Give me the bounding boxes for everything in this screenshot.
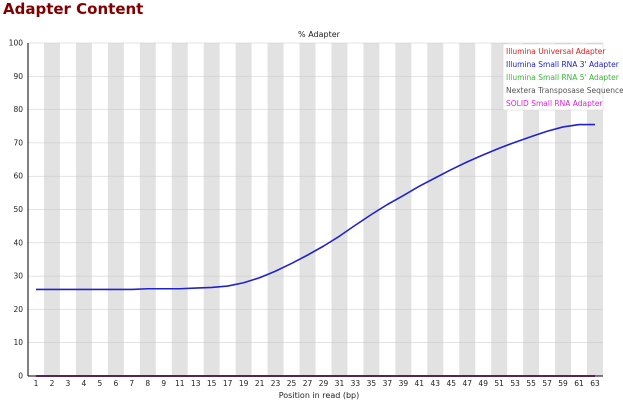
y-gridlines bbox=[28, 42, 603, 343]
y-tick-label: 90 bbox=[13, 72, 23, 81]
x-tick-label: 19 bbox=[239, 379, 249, 388]
x-tick-label: 9 bbox=[161, 379, 166, 388]
x-tick-label: 21 bbox=[255, 379, 265, 388]
x-tick-label: 43 bbox=[431, 379, 441, 388]
y-tick-label: 30 bbox=[13, 272, 23, 281]
x-tick-label: 59 bbox=[558, 379, 568, 388]
x-tick-label: 33 bbox=[351, 379, 361, 388]
x-axis-ticks: 1 2 3 4 5 6 7 8 9 11 13 15 17 19 21 23 25 27 29 31 33 35 37 39 4… bbox=[34, 379, 600, 388]
chart-title: % Adapter bbox=[298, 30, 341, 39]
x-tick-label: 41 bbox=[415, 379, 425, 388]
y-axis-ticks: 0 10 20 30 40 50 60 70 80 90 100 bbox=[9, 39, 24, 381]
x-tick-label: 61 bbox=[574, 379, 584, 388]
x-tick-label: 47 bbox=[462, 379, 472, 388]
y-tick-label: 40 bbox=[13, 238, 23, 247]
series-line-illumina-small-rna-3-adapter bbox=[35, 123, 596, 291]
x-tick-label: 15 bbox=[207, 379, 217, 388]
x-tick-label: 23 bbox=[271, 379, 281, 388]
y-tick-label: 60 bbox=[13, 172, 23, 181]
x-tick-label: 29 bbox=[319, 379, 329, 388]
x-tick-label: 39 bbox=[399, 379, 409, 388]
x-tick-label: 45 bbox=[446, 379, 456, 388]
x-tick-label: 7 bbox=[129, 379, 134, 388]
legend-box bbox=[502, 43, 604, 111]
x-tick-label: 2 bbox=[50, 379, 55, 388]
x-axis-label: Position in read (bp) bbox=[279, 391, 359, 400]
x-tick-label: 13 bbox=[191, 379, 201, 388]
x-tick-label: 25 bbox=[287, 379, 297, 388]
x-tick-label: 51 bbox=[494, 379, 504, 388]
y-tick-label: 20 bbox=[13, 305, 23, 314]
y-tick-label: 70 bbox=[13, 138, 23, 147]
y-tick-label: 80 bbox=[13, 105, 23, 114]
x-tick-label: 11 bbox=[175, 379, 185, 388]
x-tick-label: 49 bbox=[478, 379, 488, 388]
x-tick-label: 57 bbox=[542, 379, 552, 388]
legend-entry: Illumina Small RNA 3' Adapter bbox=[506, 60, 620, 69]
legend-entry: Nextera Transposase Sequence bbox=[506, 86, 623, 95]
legend: Illumina Universal Adapter Illumina Small… bbox=[502, 43, 623, 111]
axes bbox=[27, 43, 603, 377]
x-tick-label: 5 bbox=[97, 379, 102, 388]
x-tick-label: 3 bbox=[66, 379, 71, 388]
x-tick-label: 4 bbox=[82, 379, 87, 388]
x-tick-label: 55 bbox=[526, 379, 536, 388]
y-tick-label: 50 bbox=[13, 205, 23, 214]
legend-entry: SOLID Small RNA Adapter bbox=[506, 99, 603, 108]
x-tick-label: 37 bbox=[383, 379, 393, 388]
legend-entry: Illumina Small RNA 5' Adapter bbox=[506, 73, 620, 82]
x-tick-label: 31 bbox=[335, 379, 345, 388]
page-title: Adapter Content bbox=[3, 0, 144, 18]
x-tick-label: 35 bbox=[367, 379, 377, 388]
legend-entry: Illumina Universal Adapter bbox=[506, 47, 606, 56]
y-tick-label: 10 bbox=[13, 338, 23, 347]
x-tick-label: 63 bbox=[590, 379, 600, 388]
x-tick-label: 53 bbox=[510, 379, 520, 388]
x-tick-label: 27 bbox=[303, 379, 313, 388]
y-tick-label: 0 bbox=[18, 372, 23, 381]
x-tick-label: 17 bbox=[223, 379, 233, 388]
x-tick-label: 6 bbox=[113, 379, 118, 388]
x-tick-label: 1 bbox=[34, 379, 39, 388]
y-tick-label: 100 bbox=[9, 39, 24, 48]
x-tick-label: 8 bbox=[145, 379, 150, 388]
